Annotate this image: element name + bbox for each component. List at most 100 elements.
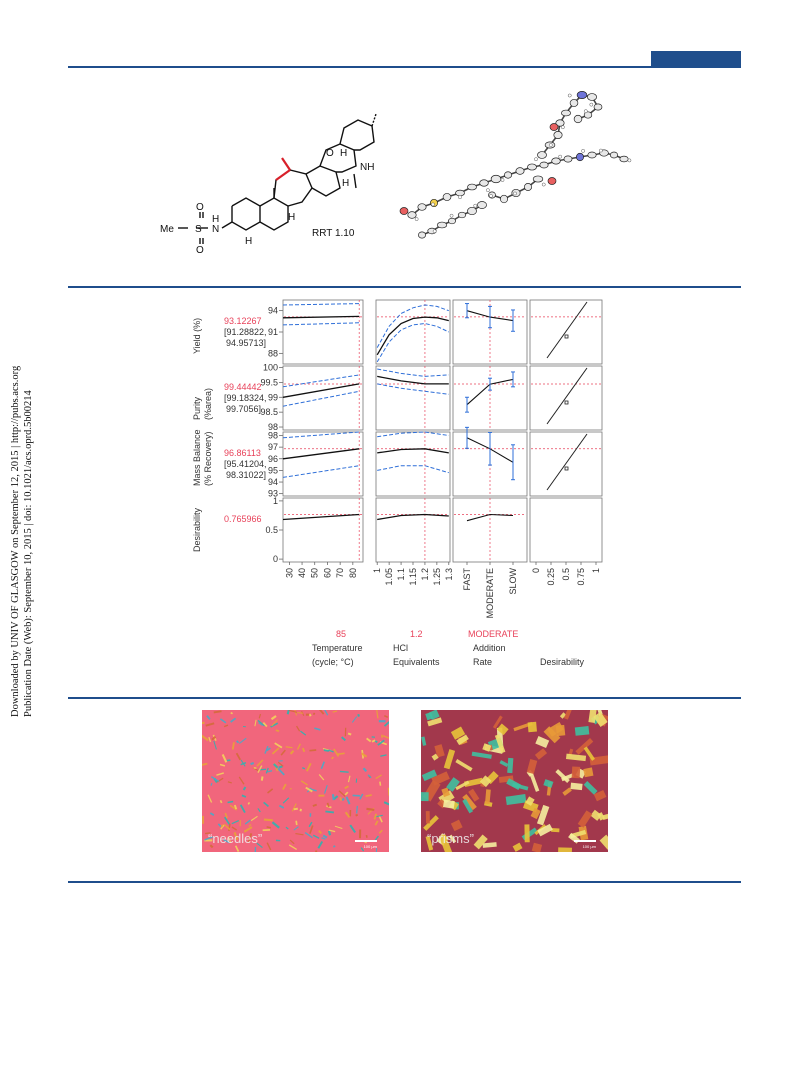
- y-tick-label: 94: [268, 306, 278, 316]
- crystal: [277, 761, 284, 767]
- y-tick-label: 94: [268, 477, 278, 487]
- crystal: [571, 766, 581, 779]
- crystal: [441, 787, 451, 798]
- crystal: [263, 801, 269, 808]
- crystal: [282, 783, 287, 790]
- crystal: [314, 727, 321, 731]
- amine-label: NH: [360, 162, 374, 173]
- crystal: [282, 797, 290, 804]
- hydrogen-atom: [548, 143, 553, 147]
- ci-upper: [282, 374, 360, 388]
- x-tick-label: 0.75: [576, 568, 586, 586]
- crystal: [377, 739, 385, 746]
- predicted-value: 0.765966: [224, 514, 262, 524]
- x-tick-label: 1.15: [408, 568, 418, 586]
- x-tick-label: 1.3: [444, 568, 454, 581]
- crystal: [305, 713, 310, 716]
- atom: [587, 93, 597, 101]
- crystal: [482, 842, 497, 848]
- factor-current-value: 1.2: [410, 629, 423, 639]
- factor-name-2: Desirability: [540, 657, 585, 667]
- x-tick-label: 70: [335, 568, 345, 578]
- factor-name-2: Rate: [473, 657, 492, 667]
- crystal: [425, 835, 434, 851]
- crystal: [543, 779, 554, 788]
- x-tick-label: SLOW: [508, 568, 518, 595]
- crystal: [359, 793, 364, 800]
- crystal: [537, 823, 553, 837]
- crystal: [204, 836, 213, 841]
- crystal: [243, 826, 253, 833]
- crystal: [575, 738, 594, 755]
- crystal: [291, 803, 297, 812]
- crystal: [242, 786, 247, 791]
- crystal: [289, 788, 292, 790]
- crystal: [536, 804, 550, 826]
- divider-bottom: [68, 881, 741, 883]
- response-sublabel: (% Recovery): [203, 431, 213, 486]
- ci-upper: [376, 304, 449, 348]
- crystal: [341, 797, 345, 802]
- crystal: [202, 762, 208, 766]
- crystal: [331, 756, 334, 760]
- profiler-panel: [529, 431, 603, 497]
- crystal: [250, 815, 258, 822]
- hydrogen-atom: [489, 194, 493, 198]
- crystal: [277, 767, 285, 776]
- rrt-label: RRT 1.10: [312, 228, 355, 239]
- crystal: [227, 800, 234, 804]
- crystal: [525, 796, 535, 806]
- crystal: [360, 847, 365, 852]
- ci-lower: [377, 383, 449, 395]
- crystal: [344, 727, 347, 737]
- crystal: [299, 808, 302, 812]
- crystal: [253, 767, 257, 769]
- crystal: [341, 736, 347, 742]
- y-tick-label: 99: [268, 392, 278, 402]
- crystal: [365, 834, 368, 838]
- x-tick-label: 0.25: [546, 568, 556, 586]
- crystal: [306, 762, 312, 772]
- crystal: [423, 815, 439, 831]
- crystal: [289, 749, 295, 755]
- ci-upper: [377, 431, 449, 438]
- trace-temperature: [282, 513, 360, 521]
- crystal: [267, 788, 274, 794]
- x-tick-label: 30: [284, 568, 294, 578]
- prediction-profiler: Yield (%) 93.12267[91.28822,94.95713] 94 91…: [192, 299, 603, 667]
- crystal: [479, 775, 492, 788]
- crystal: [583, 746, 596, 761]
- crystal: [583, 767, 594, 778]
- atom: [477, 201, 487, 209]
- hydrogen-atom: [581, 149, 585, 153]
- atom: [436, 221, 448, 229]
- crystal: [305, 786, 313, 793]
- crystal: [555, 769, 570, 783]
- crystal: [260, 776, 264, 781]
- crystal: [338, 790, 346, 797]
- needles-label: “needles”: [208, 831, 263, 846]
- y-tick-label: 97: [268, 442, 278, 452]
- crystal: [379, 781, 382, 786]
- crystal: [565, 753, 587, 762]
- crystal: [257, 719, 265, 727]
- predicted-value: 96.86113: [224, 448, 261, 458]
- atom: [479, 179, 489, 187]
- crystal: [267, 770, 273, 773]
- hydrogen-atom: [473, 203, 478, 208]
- crystal: [227, 781, 232, 784]
- crystal: [274, 742, 283, 749]
- crystal: [230, 717, 237, 723]
- hydrogen-atom: [534, 157, 538, 162]
- crystal: [240, 759, 246, 767]
- x-tick-label: FAST: [462, 568, 472, 591]
- confidence-interval: 98.31022]: [226, 470, 266, 480]
- factor-current-value: MODERATE: [468, 629, 518, 639]
- crystal: [296, 725, 301, 732]
- factor-name: HCl: [393, 643, 408, 653]
- x-tick-label: 1.05: [384, 568, 394, 586]
- x-tick-label: 80: [348, 568, 358, 578]
- crystal: [380, 754, 387, 757]
- crystal: [464, 777, 484, 788]
- crystal: [314, 850, 318, 852]
